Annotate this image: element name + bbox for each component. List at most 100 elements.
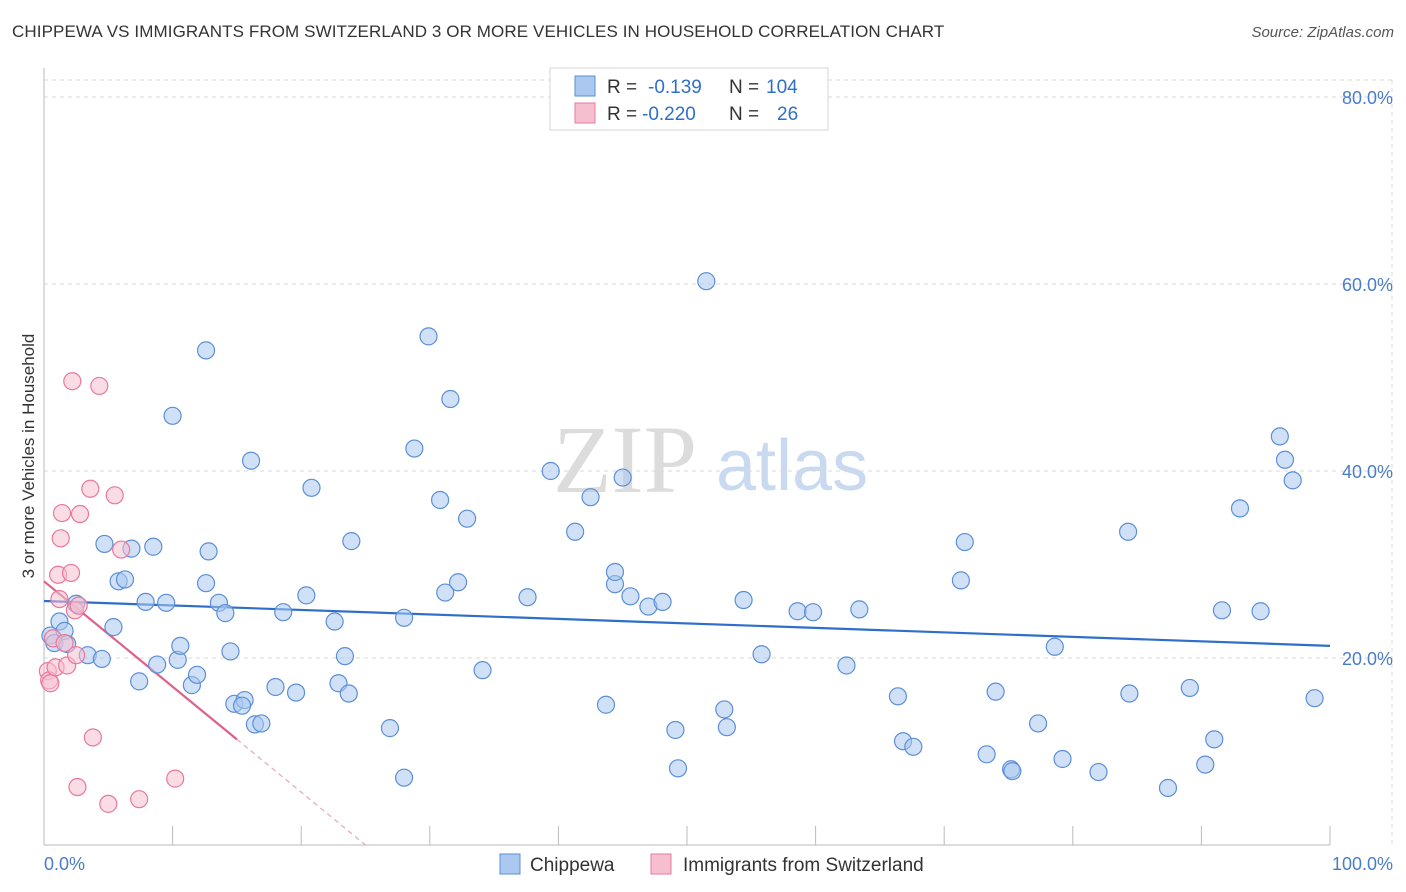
chippewa-point — [199, 542, 218, 561]
chippewa-point — [394, 608, 414, 627]
chippewa-point — [394, 768, 414, 787]
chippewa-point — [566, 522, 585, 541]
legend-n-label-2: N = — [729, 104, 759, 125]
chippewa-point — [157, 593, 176, 612]
chippewa-point — [596, 695, 616, 714]
chippewa-point — [518, 588, 537, 607]
chippewa-point — [221, 642, 240, 661]
legend-r-label-1: R = — [607, 77, 637, 98]
chippewa-point — [419, 327, 438, 346]
legend-n-value-1: 104 — [766, 77, 798, 98]
chippewa-point — [216, 604, 235, 623]
y-tick-label: 40.0% — [1342, 462, 1393, 482]
switzerland-point — [55, 633, 74, 653]
chippewa-point — [1283, 471, 1302, 490]
chippewa-point — [286, 683, 306, 702]
chippewa-point — [621, 587, 640, 606]
data-points — [38, 272, 1324, 813]
chippewa-point — [196, 574, 216, 593]
switzerland-point — [50, 589, 69, 609]
chippewa-point — [581, 488, 600, 507]
switzerland-point — [69, 596, 88, 615]
switzerland-trend-extension — [236, 738, 366, 846]
switzerland-point — [90, 376, 109, 396]
chippewa-point — [803, 603, 823, 622]
switzerland-point — [61, 563, 81, 583]
chippewa-point — [668, 759, 688, 778]
chippewa-point — [95, 534, 114, 554]
chippewa-point — [1230, 499, 1250, 518]
chippewa-point — [1205, 730, 1224, 749]
switzerland-point — [83, 728, 102, 747]
y-tick-label: 20.0% — [1342, 649, 1393, 669]
chippewa-point — [1003, 762, 1022, 781]
chippewa-point — [380, 719, 400, 738]
y-axis-label: 3 or more Vehicles in Household — [19, 334, 38, 579]
chippewa-point — [734, 590, 753, 610]
chippewa-point — [1180, 678, 1199, 698]
legend-n-label-1: N = — [729, 77, 759, 98]
chippewa-point — [130, 672, 149, 691]
top-legend: R = -0.139 N = 104 R = -0.220 N = 26 — [549, 67, 829, 131]
chippewa-point — [448, 573, 468, 592]
chippewa-point — [1270, 427, 1289, 446]
chippewa-point — [955, 532, 974, 552]
legend-r-value-2: -0.220 — [642, 104, 696, 125]
chippewa-point — [715, 700, 734, 719]
chippewa-point — [144, 537, 163, 556]
chippewa-point — [1120, 684, 1139, 703]
chippewa-point — [1089, 762, 1108, 782]
chippewa-point — [342, 532, 361, 551]
legend-n-value-2: 26 — [777, 104, 798, 125]
chippewa-point — [104, 618, 123, 637]
bottom-legend-switzerland: Immigrants from Switzerland — [683, 855, 924, 876]
watermark: ZIP atlas — [553, 406, 868, 513]
chippewa-point — [266, 677, 285, 697]
chippewa-point — [441, 389, 460, 409]
switzerland-point — [70, 504, 90, 524]
chippewa-point — [1053, 749, 1072, 769]
chippewa-point — [752, 645, 771, 664]
x-tick-label: 100.0% — [1332, 854, 1393, 874]
legend-r-label-2: R = — [607, 104, 637, 125]
bottom-legend-chippewa: Chippewa — [530, 855, 615, 876]
bottom-legend-swatch-switzerland — [650, 853, 672, 875]
chippewa-point — [148, 655, 167, 674]
y-tick-label: 60.0% — [1342, 275, 1393, 295]
chippewa-point — [187, 665, 207, 684]
switzerland-point — [63, 372, 82, 391]
chippewa-point — [473, 661, 492, 680]
chippewa-point — [302, 478, 321, 497]
chippewa-point — [850, 600, 869, 619]
watermark-zip: ZIP — [553, 406, 697, 513]
chippewa-point — [274, 603, 293, 622]
chippewa-point — [788, 602, 807, 621]
chippewa-point — [977, 745, 996, 764]
chippewa-point — [405, 439, 424, 458]
chippewa-point — [115, 570, 135, 589]
switzerland-point — [68, 777, 87, 797]
legend-swatch-switzerland — [574, 102, 596, 124]
source-label: Source: ZipAtlas.com — [1251, 24, 1394, 41]
chippewa-point — [1275, 450, 1295, 469]
chippewa-point — [717, 718, 736, 737]
chippewa-point — [457, 509, 477, 528]
chippewa-point — [232, 696, 252, 715]
chippewa-point — [171, 636, 190, 655]
chippewa-point — [613, 468, 632, 487]
chippewa-point — [653, 592, 672, 612]
chippewa-point — [436, 583, 455, 602]
chippewa-point — [1196, 755, 1215, 774]
switzerland-point — [99, 794, 118, 813]
y-tick-label: 80.0% — [1342, 88, 1393, 108]
chippewa-trend-line — [43, 599, 1331, 647]
chippewa-point — [1212, 601, 1232, 620]
bottom-legend: Chippewa Immigrants from Switzerland — [499, 853, 924, 876]
chippewa-point — [136, 592, 155, 612]
chippewa-point — [1305, 689, 1324, 708]
legend-swatch-chippewa — [574, 75, 596, 97]
chippewa-point — [1251, 602, 1270, 621]
chippewa-point — [1118, 522, 1138, 541]
switzerland-point — [166, 769, 185, 788]
switzerland-point — [41, 674, 60, 693]
